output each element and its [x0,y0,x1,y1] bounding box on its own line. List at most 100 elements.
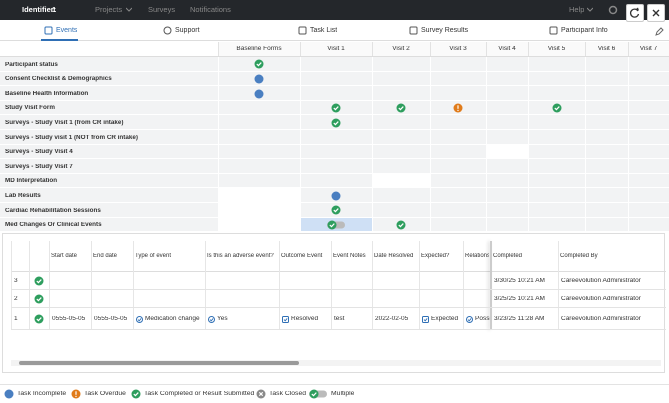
grid-cell [218,130,300,145]
grid-cell [486,86,528,101]
grid-cell [486,217,528,233]
grid-cell [528,188,585,203]
overdue-icon [71,389,81,399]
row-label-cell [0,130,218,145]
legend-label: Task Closed [269,391,307,397]
table-cell: test [334,315,345,322]
grid-cell [585,144,628,160]
grid-cell [486,173,528,189]
column-divider [463,241,464,330]
grid-cell [585,217,628,233]
column-header: Visit 2 [392,46,410,52]
grid-cell [585,115,628,130]
grid-cell [218,203,300,218]
refresh-button[interactable] [626,4,644,22]
table-row[interactable] [11,272,666,290]
row-label-cell [0,71,218,87]
tab-underline [41,39,78,41]
grid-cell [486,115,528,130]
grid-cell [218,188,300,203]
grid-cell [430,71,486,87]
scrollbar-thumb[interactable] [19,361,299,365]
grid-cell [628,71,669,87]
grid-cell [300,130,372,145]
legend-label: Multiple [331,391,355,397]
grid-cell [218,159,300,174]
tab-label[interactable]: Survey Results [421,27,469,34]
grid-cell [628,130,669,145]
grid-cell [486,100,528,116]
incomplete-icon [254,74,264,84]
row-label-cell [0,203,218,218]
table-header: Type of event [135,253,172,259]
grid-cell [372,188,430,203]
grid-cell [218,217,300,233]
checkbox-icon [282,315,289,323]
row-label-cell [0,173,218,189]
column-header: Visit 4 [498,46,516,52]
grid-cell [528,115,585,130]
tab-bar: Events Support Task List Survey Results Part… [0,20,669,41]
tab-label[interactable]: Participant Info [561,27,608,34]
table-cell: Resolved [291,315,319,322]
row-label-cell [0,159,218,174]
column-header-cell [430,42,486,56]
table-header: Is this an adverse event? [207,253,274,259]
row-label: Participant status [5,61,58,68]
incomplete-icon [4,389,14,399]
caret [126,7,132,12]
close-button[interactable] [647,4,665,22]
menu-help[interactable]: Help [569,6,585,14]
grid-cell [430,115,486,130]
grid-cell [585,203,628,218]
grid-cell [430,159,486,174]
grid-cell [372,71,430,87]
grid-cell [486,71,528,87]
grid-cell [628,144,669,160]
row-index: 2 [14,296,18,302]
table-header: Date Resolved [374,253,414,259]
table-row[interactable] [11,290,666,308]
column-divider [419,241,420,330]
completed-icon [254,59,264,69]
grid-cell [372,130,430,145]
grid-cell [430,217,486,233]
column-divider [91,241,92,330]
edit-icon[interactable] [655,27,664,36]
table-cell: Careevolution Administrator [561,277,641,284]
row-label-cell [0,217,218,233]
table-header: Outcome Event [281,253,323,259]
menu-notifications[interactable]: Notifications [190,6,231,14]
table-row[interactable] [11,308,666,330]
legend-label: Task Overdue [84,391,126,397]
grid-cell [486,203,528,218]
completed-icon [331,205,341,215]
completed-icon [34,294,44,304]
identifier[interactable]: 1 [52,6,57,14]
grid-cell [300,159,372,174]
settings-icon[interactable] [608,5,618,15]
grid-cell [628,173,669,189]
row-label: Baseline Health Information [5,90,89,97]
table-cell: Expected [431,315,459,322]
completed-icon [396,220,406,230]
check-icon [208,315,215,323]
grid-cell [218,144,300,160]
grid-cell [628,188,669,203]
grid-cell [218,100,300,116]
menu-surveys[interactable]: Surveys [148,6,176,14]
grid-cell [628,203,669,218]
tab-label[interactable]: Events [56,27,78,34]
tab-label[interactable]: Support [175,27,200,34]
closed-icon [256,389,266,399]
grid-cell [628,100,669,116]
row-label: Consent Checklist & Demographics [5,76,112,83]
grid-cell [486,130,528,145]
menu-projects[interactable]: Projects [95,6,123,14]
column-header-cell [628,42,669,56]
refresh-icon [630,7,640,18]
grid-cell [372,144,430,160]
tab-label[interactable]: Task List [310,27,338,34]
incomplete-icon [254,89,264,98]
row-label: Surveys - Study Visit 4 [5,149,73,156]
